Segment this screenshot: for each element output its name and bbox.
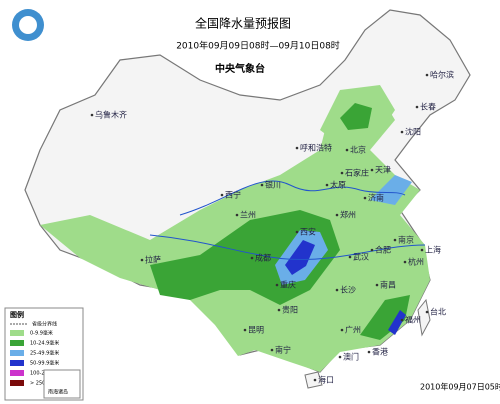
city-dot [140,258,144,262]
city-label: 北京 [350,145,366,155]
legend-label: 50-99.9毫米 [30,360,59,367]
city-dot [325,183,329,187]
footer: 2010年09月07日05时发布 [420,382,500,392]
legend-label: 25-49.9毫米 [30,350,59,357]
city-dot [340,328,344,332]
city-dot [260,183,264,187]
city-dot [270,348,274,352]
city-dot [348,255,352,259]
city-label: 成都 [255,253,271,263]
city-label: 拉萨 [145,255,161,265]
city-dot [250,256,254,260]
city-dot [363,196,367,200]
city-label: 西安 [300,227,316,237]
city-label: 海口 [318,375,334,385]
legend-swatch [10,360,24,366]
city-dot [367,350,371,354]
legend-label: > 250毫米 [30,380,55,387]
city-label: 武汉 [353,252,369,262]
issuer: 中央气象台 [215,62,265,75]
city-label: 上海 [425,245,441,255]
rain-storm [285,240,315,275]
city-dot [277,308,281,312]
city-label: 南昌 [380,280,396,290]
city-dot [345,148,349,152]
city-label: 福州 [405,316,421,325]
city-dot [295,230,299,234]
city-dot [370,168,374,172]
city-dot [400,130,404,134]
city-dot [393,238,397,242]
city-label: 南京 [398,235,414,245]
city-label: 贵阳 [282,305,298,315]
city-dot [295,146,299,150]
river [179,180,406,216]
city-dot [90,113,94,117]
city-label: 济南 [368,193,384,203]
city-label: 长春 [420,102,436,112]
city-label: 南宁 [275,345,291,355]
legend-swatch [10,370,24,376]
city-dot [220,193,224,197]
rain-moderate-east [360,295,410,340]
city-label: 郑州 [340,210,356,220]
city-label: 台北 [430,307,446,317]
city-dot [313,378,317,382]
city-label: 长沙 [340,285,356,295]
city-label: 重庆 [280,280,296,290]
city-label: 兰州 [240,210,256,220]
rain-heavy-east [370,175,412,205]
city-dot [340,171,344,175]
rain-storm-east [388,310,406,335]
city-label: 西宁 [225,190,241,200]
city-dot [403,260,407,264]
city-dot [275,283,279,287]
taiwan [417,298,431,337]
city-dot [420,248,424,252]
legend-label: 0-9.9毫米 [30,330,53,337]
city-label: 天津 [375,165,391,175]
city-label: 合肥 [375,245,391,255]
city-dot [400,318,404,322]
city-dot [370,248,374,252]
title: 全国降水量预报图 [195,16,291,31]
city-dot [235,213,239,217]
city-dot [425,310,429,314]
legend-swatch [10,350,24,356]
city-label: 银川 [265,180,281,190]
legend-swatch [10,340,24,346]
legend-boundary: 省级分界线 [32,321,57,328]
city-dot [335,288,339,292]
hainan [304,371,323,389]
city-dot [243,328,247,332]
period: 2010年09月09日08时—09月10日08时 [176,40,340,52]
city-label: 沈阳 [405,127,421,137]
city-label: 太原 [330,180,346,190]
river [149,234,426,260]
city-dot [425,73,429,77]
city-dot [335,213,339,217]
city-label: 昆明 [248,326,264,335]
rain-moderate-north [340,103,372,130]
city-label: 哈尔滨 [430,70,454,80]
city-dot [375,283,379,287]
legend-title: 图例 [10,310,24,319]
logo [19,16,37,34]
city-label: 广州 [345,325,361,335]
city-label: 香港 [372,347,388,357]
city-label: 呼和浩特 [300,143,332,153]
legend-label: 10-24.9毫米 [30,340,59,347]
city-dot [338,355,342,359]
legend-swatch [10,380,24,386]
inset-label: 南海诸岛 [48,389,68,396]
city-dot [415,105,419,109]
city-label: 澳门 [343,352,359,362]
city-label: 乌鲁木齐 [95,110,127,120]
city-label: 杭州 [408,257,424,267]
legend-swatch [10,330,24,336]
inset-box [43,369,81,399]
city-label: 石家庄 [345,168,369,178]
